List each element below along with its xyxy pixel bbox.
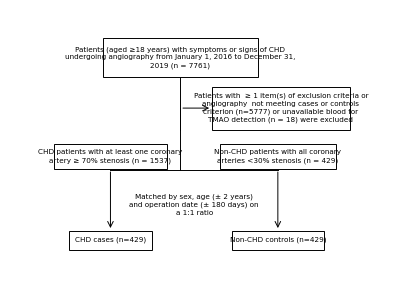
FancyBboxPatch shape [54, 144, 167, 169]
Text: Patients (aged ≥18 years) with symptoms or signs of CHD
undergoing angiography f: Patients (aged ≥18 years) with symptoms … [65, 46, 295, 69]
FancyBboxPatch shape [103, 38, 258, 77]
FancyBboxPatch shape [212, 87, 350, 130]
Text: CHD cases (n=429): CHD cases (n=429) [75, 237, 146, 243]
Text: Matched by sex, age (± 2 years)
and operation date (± 180 days) on
a 1:1 ratio: Matched by sex, age (± 2 years) and oper… [130, 194, 259, 217]
Text: Non-CHD patients with all coronary
arteries <30% stenosis (n = 429): Non-CHD patients with all coronary arter… [214, 149, 341, 164]
Text: Non-CHD controls (n=429): Non-CHD controls (n=429) [230, 237, 326, 243]
FancyBboxPatch shape [232, 231, 324, 250]
Text: Patients with  ≥ 1 item(s) of exclusion criteria or
angiography  not meeting cas: Patients with ≥ 1 item(s) of exclusion c… [194, 93, 368, 124]
Text: CHD patients with at least one coronary
artery ≥ 70% stenosis (n = 1537): CHD patients with at least one coronary … [38, 149, 182, 164]
FancyBboxPatch shape [220, 144, 336, 169]
FancyBboxPatch shape [69, 231, 152, 250]
